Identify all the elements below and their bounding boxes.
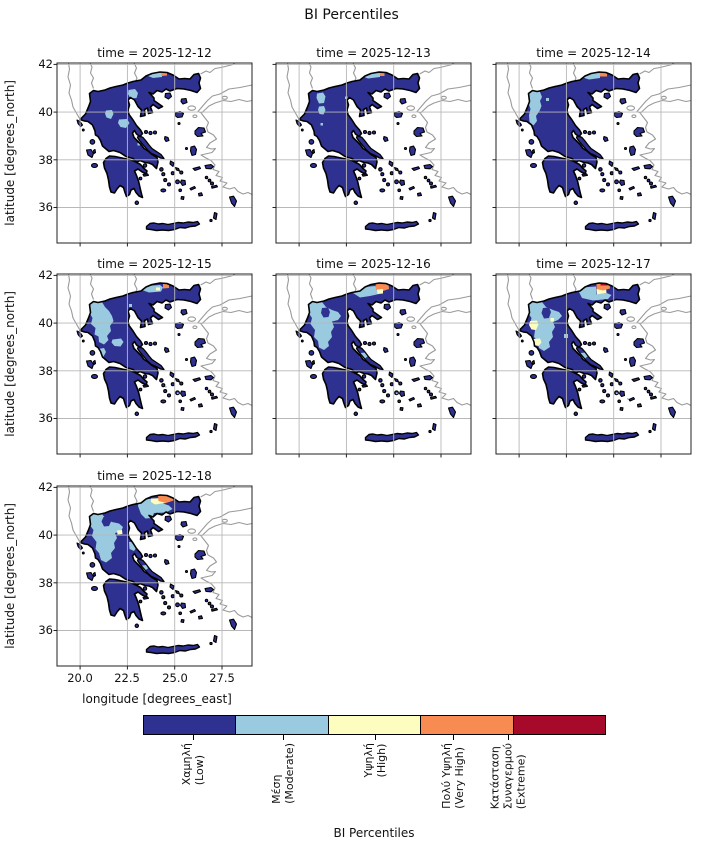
colorbar-tick xyxy=(283,735,284,740)
map-greece xyxy=(272,274,471,458)
colorbar-segment-low xyxy=(144,716,237,734)
facet-title: time = 2025-12-18 xyxy=(97,469,212,483)
y-tick-label: 38 xyxy=(38,364,53,378)
facet-2025-12-14: time = 2025-12-14 xyxy=(492,46,691,247)
figure-title: BI Percentiles xyxy=(304,7,399,23)
y-tick-label: 40 xyxy=(38,528,53,542)
colorbar-segment-high xyxy=(328,716,422,734)
facet-title: time = 2025-12-16 xyxy=(316,257,431,271)
facet-title: time = 2025-12-14 xyxy=(536,46,651,60)
map-greece xyxy=(492,274,691,458)
facet-2025-12-18: time = 2025-12-18 42 40 38 36 20.0 22.5 … xyxy=(38,469,252,685)
facet-2025-12-16: time = 2025-12-16 xyxy=(272,257,471,458)
colorbar-label-very-high: Πολύ Υψηλή (Very High) xyxy=(440,743,466,809)
y-tick-label: 42 xyxy=(38,480,53,494)
y-tick-label: 38 xyxy=(38,576,53,590)
facet-title: time = 2025-12-17 xyxy=(536,257,651,271)
y-axis-label: latitude [degrees_north] xyxy=(3,291,17,437)
colorbar-segment-extreme xyxy=(513,716,606,734)
y-tick-label: 36 xyxy=(38,623,53,637)
map-greece xyxy=(53,486,252,670)
facet-2025-12-15: time = 2025-12-15 42 40 38 36 xyxy=(38,257,252,458)
map-greece xyxy=(53,274,252,458)
map-greece xyxy=(53,63,252,247)
y-tick-label: 42 xyxy=(38,268,53,282)
y-tick-label: 42 xyxy=(38,57,53,71)
facet-title: time = 2025-12-13 xyxy=(316,46,431,60)
y-tick-label: 40 xyxy=(38,105,53,119)
y-tick-label: 40 xyxy=(38,316,53,330)
colorbar-segment-moderate xyxy=(236,716,329,734)
y-tick-label: 36 xyxy=(38,200,53,214)
x-tick-label: 20.0 xyxy=(67,671,93,685)
map-greece xyxy=(492,63,691,247)
x-tick-label: 27.5 xyxy=(209,671,235,685)
facet-2025-12-17: time = 2025-12-17 xyxy=(492,257,691,458)
facet-2025-12-13: time = 2025-12-13 xyxy=(272,46,471,247)
facet-title: time = 2025-12-15 xyxy=(97,257,212,271)
colorbar-tick xyxy=(453,735,454,740)
colorbar-axis-label: BI Percentiles xyxy=(333,826,415,840)
colorbar-label-extreme: Κατάσταση Συναγερμού (Extreme) xyxy=(488,743,528,810)
y-axis-label: latitude [degrees_north] xyxy=(3,80,17,226)
colorbar xyxy=(143,715,606,735)
x-axis-label: longitude [degrees_east] xyxy=(82,692,232,706)
map-greece xyxy=(272,63,471,247)
facet-2025-12-12: time = 2025-12-12 42 40 38 36 xyxy=(38,46,252,247)
x-tick-label: 22.5 xyxy=(114,671,140,685)
colorbar-segment-very-high xyxy=(421,716,514,734)
x-tick-label: 25.0 xyxy=(162,671,188,685)
colorbar-tick xyxy=(508,735,509,740)
colorbar-label-low: Χαμηλή (Low) xyxy=(180,743,206,786)
colorbar-label-moderate: Μέση (Moderate) xyxy=(270,743,296,804)
colorbar-tick xyxy=(375,735,376,740)
colorbar-label-high: Υψηλή (High) xyxy=(362,743,388,778)
y-axis-label: latitude [degrees_north] xyxy=(3,503,17,649)
colorbar-tick xyxy=(193,735,194,740)
facet-title: time = 2025-12-12 xyxy=(97,46,212,60)
y-tick-label: 36 xyxy=(38,411,53,425)
y-tick-label: 38 xyxy=(38,153,53,167)
